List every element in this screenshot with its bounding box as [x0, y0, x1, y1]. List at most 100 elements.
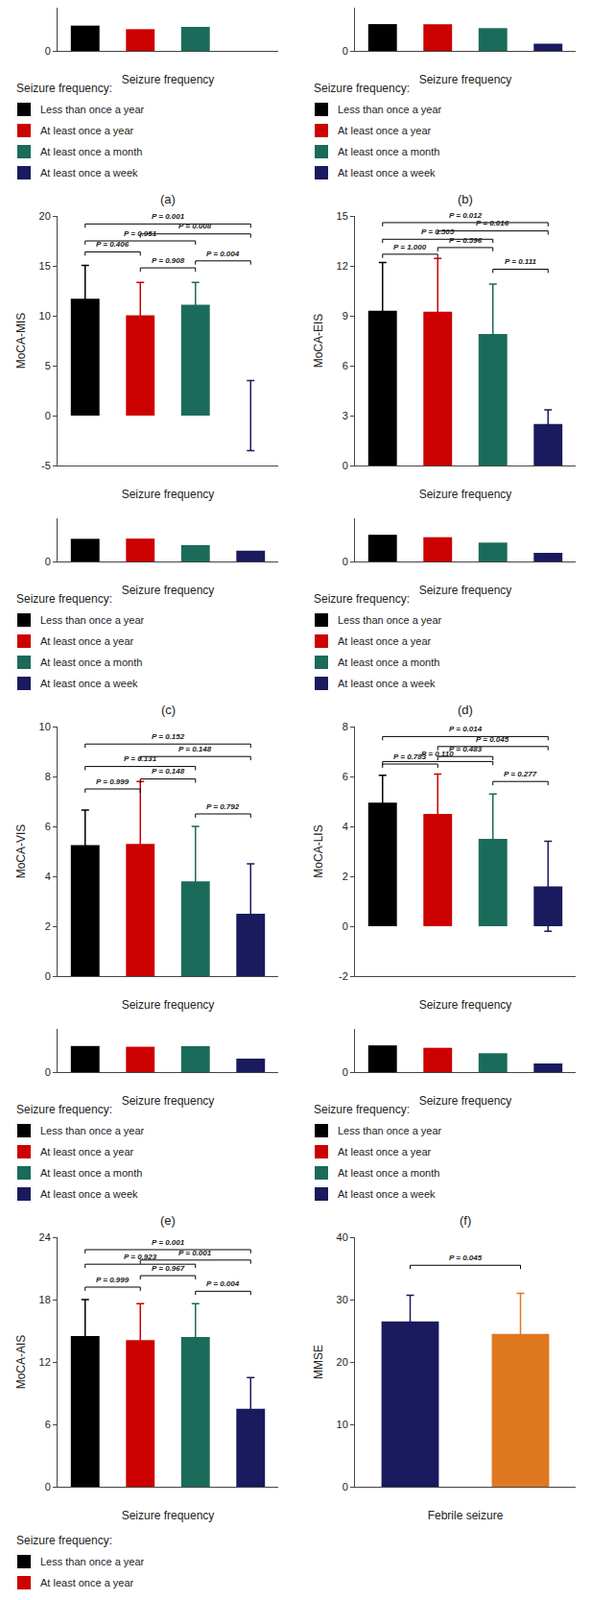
- svg-text:Less than once a year: Less than once a year: [40, 614, 145, 626]
- svg-text:40: 40: [336, 1230, 349, 1243]
- svg-text:30: 30: [336, 1293, 349, 1305]
- svg-text:P = 0.505: P = 0.505: [421, 227, 455, 237]
- svg-text:0: 0: [342, 920, 349, 932]
- svg-text:At least once a year: At least once a year: [40, 1145, 135, 1158]
- svg-text:0: 0: [45, 409, 51, 422]
- svg-text:(f): (f): [459, 1212, 472, 1228]
- svg-text:P = 0.596: P = 0.596: [449, 236, 483, 245]
- svg-text:P = 0.792: P = 0.792: [206, 802, 240, 811]
- svg-text:Seizure frequency:: Seizure frequency:: [16, 591, 113, 606]
- svg-text:P = 1.000: P = 1.000: [393, 242, 427, 252]
- svg-text:3: 3: [342, 409, 349, 422]
- svg-text:(a): (a): [160, 191, 176, 207]
- svg-text:P = 0.014: P = 0.014: [449, 724, 483, 733]
- svg-text:0: 0: [342, 555, 349, 568]
- svg-text:P = 0.406: P = 0.406: [95, 239, 130, 249]
- svg-text:P = 0.923: P = 0.923: [123, 1252, 158, 1261]
- svg-text:Seizure frequency:: Seizure frequency:: [16, 1102, 113, 1116]
- svg-text:12: 12: [39, 1355, 51, 1368]
- svg-text:At least once a week: At least once a week: [337, 1187, 436, 1200]
- svg-text:6: 6: [45, 1418, 51, 1430]
- svg-text:At least once a year: At least once a year: [40, 1576, 135, 1588]
- svg-text:10: 10: [336, 1418, 349, 1430]
- svg-text:At least once a week: At least once a week: [337, 166, 436, 179]
- svg-text:MoCA-VIS: MoCA-VIS: [14, 824, 28, 879]
- svg-text:P = 0.001: P = 0.001: [151, 212, 186, 221]
- svg-text:0: 0: [342, 1065, 349, 1078]
- svg-text:(d): (d): [457, 702, 473, 717]
- svg-text:9: 9: [342, 309, 349, 322]
- svg-text:Seizure frequency:: Seizure frequency:: [16, 81, 113, 95]
- svg-text:MoCA-AIS: MoCA-AIS: [14, 1334, 28, 1390]
- svg-text:P = 0.111: P = 0.111: [504, 257, 538, 266]
- svg-text:P = 0.008: P = 0.008: [178, 221, 213, 231]
- svg-text:0: 0: [45, 1480, 51, 1492]
- svg-text:Seizure frequency: Seizure frequency: [121, 583, 215, 597]
- svg-text:At least once a week: At least once a week: [337, 677, 436, 689]
- svg-text:12: 12: [336, 260, 349, 272]
- svg-text:At least once a month: At least once a month: [40, 656, 142, 668]
- svg-text:Seizure frequency: Seizure frequency: [419, 583, 513, 597]
- svg-text:Seizure frequency: Seizure frequency: [419, 487, 513, 501]
- svg-text:8: 8: [45, 770, 51, 782]
- svg-text:At least once a year: At least once a year: [337, 1145, 432, 1158]
- svg-text:P = 0.012: P = 0.012: [449, 211, 483, 220]
- svg-text:4: 4: [45, 870, 51, 882]
- svg-text:P = 0.045: P = 0.045: [475, 734, 510, 744]
- svg-text:At least once a year: At least once a year: [337, 635, 432, 647]
- svg-text:(e): (e): [160, 1212, 176, 1228]
- svg-text:0: 0: [45, 1065, 51, 1078]
- svg-text:P = 0.001: P = 0.001: [178, 1248, 213, 1257]
- svg-text:P = 0.483: P = 0.483: [449, 744, 483, 754]
- svg-text:P = 0.967: P = 0.967: [151, 1263, 186, 1273]
- svg-text:Seizure frequency:: Seizure frequency:: [313, 1102, 410, 1116]
- svg-text:Seizure frequency: Seizure frequency: [121, 72, 215, 87]
- svg-text:At least once a year: At least once a year: [337, 124, 432, 137]
- svg-text:MoCA-LIS: MoCA-LIS: [311, 824, 326, 877]
- svg-text:P = 0.999: P = 0.999: [95, 777, 130, 786]
- svg-text:P = 0.277: P = 0.277: [503, 769, 538, 779]
- svg-text:Seizure frequency:: Seizure frequency:: [313, 591, 410, 606]
- svg-text:P = 0.016: P = 0.016: [475, 218, 510, 228]
- svg-text:10: 10: [39, 309, 51, 322]
- svg-text:0: 0: [45, 555, 51, 568]
- svg-text:P = 0.908: P = 0.908: [151, 256, 186, 265]
- svg-text:Febrile seizure: Febrile seizure: [427, 1508, 504, 1522]
- svg-text:Seizure frequency: Seizure frequency: [419, 997, 513, 1012]
- svg-text:P = 0.783: P = 0.783: [393, 752, 427, 761]
- svg-text:At least once a week: At least once a week: [40, 1187, 139, 1200]
- svg-text:At least once a year: At least once a year: [40, 124, 135, 137]
- svg-text:-5: -5: [41, 459, 51, 472]
- svg-text:Less than once a year: Less than once a year: [337, 103, 443, 116]
- svg-text:At least once a month: At least once a month: [337, 656, 440, 668]
- svg-text:(c): (c): [161, 702, 176, 717]
- svg-text:(b): (b): [457, 191, 473, 207]
- svg-text:P = 0.999: P = 0.999: [95, 1275, 130, 1284]
- svg-text:Seizure frequency:: Seizure frequency:: [313, 81, 410, 95]
- svg-text:P = 0.148: P = 0.148: [151, 766, 186, 776]
- svg-text:At least once a month: At least once a month: [337, 145, 440, 158]
- svg-text:Seizure frequency: Seizure frequency: [121, 1508, 215, 1522]
- svg-text:6: 6: [342, 359, 349, 372]
- svg-text:20: 20: [336, 1355, 349, 1368]
- svg-text:Seizure frequency: Seizure frequency: [121, 997, 215, 1012]
- svg-text:Less than once a year: Less than once a year: [337, 614, 443, 626]
- svg-text:0: 0: [342, 1480, 349, 1492]
- svg-text:4: 4: [342, 820, 349, 832]
- svg-text:15: 15: [336, 210, 349, 222]
- svg-text:Less than once a year: Less than once a year: [40, 1555, 145, 1567]
- svg-text:8: 8: [342, 720, 349, 733]
- svg-text:15: 15: [39, 260, 51, 272]
- svg-text:Seizure frequency: Seizure frequency: [121, 1093, 215, 1108]
- svg-text:0: 0: [342, 45, 349, 57]
- svg-text:2: 2: [45, 920, 51, 932]
- svg-text:At least once a week: At least once a week: [40, 166, 139, 179]
- svg-text:5: 5: [45, 359, 51, 372]
- svg-text:MoCA-MIS: MoCA-MIS: [14, 312, 28, 370]
- svg-text:0: 0: [45, 969, 51, 982]
- svg-text:Less than once a year: Less than once a year: [40, 103, 145, 116]
- svg-text:Seizure frequency: Seizure frequency: [121, 487, 215, 501]
- svg-text:P = 0.148: P = 0.148: [178, 744, 213, 754]
- svg-text:P = 0.110: P = 0.110: [421, 749, 454, 758]
- svg-text:24: 24: [39, 1230, 51, 1243]
